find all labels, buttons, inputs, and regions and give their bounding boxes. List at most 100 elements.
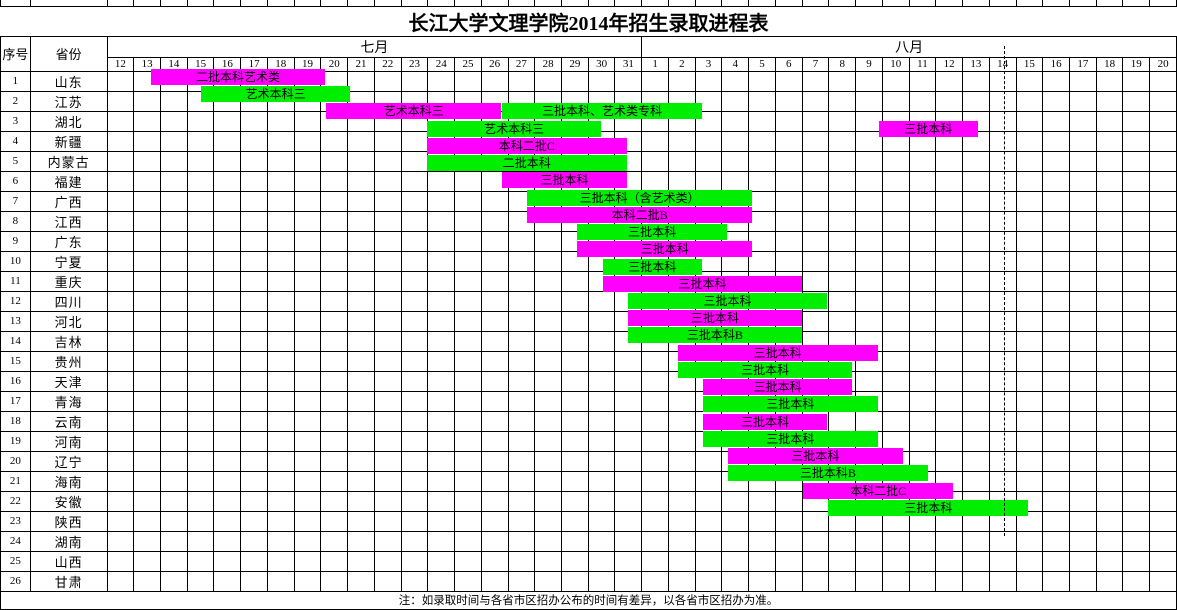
gantt-cell[interactable] (454, 570, 482, 592)
gantt-cell[interactable] (240, 330, 268, 352)
gantt-cell[interactable] (507, 430, 536, 452)
gantt-cell[interactable] (427, 290, 456, 312)
gantt-cell[interactable] (855, 450, 883, 472)
gantt-cell[interactable] (748, 350, 776, 372)
gantt-cell[interactable] (106, 330, 135, 352)
gantt-cell[interactable] (694, 190, 723, 212)
gantt-cell[interactable] (1015, 570, 1044, 592)
gantt-cell[interactable] (186, 310, 215, 332)
gantt-cell[interactable] (293, 130, 322, 152)
gantt-cell[interactable] (454, 90, 482, 112)
gantt-cell[interactable] (186, 90, 215, 112)
gantt-cell[interactable] (293, 410, 322, 432)
gantt-cell[interactable] (186, 370, 215, 392)
gantt-cell[interactable] (1122, 390, 1151, 412)
gantt-cell[interactable] (962, 230, 990, 252)
gantt-cell[interactable] (881, 230, 910, 252)
gantt-cell[interactable] (748, 270, 776, 292)
gantt-cell[interactable] (213, 110, 242, 132)
gantt-cell[interactable] (855, 570, 883, 592)
gantt-cell[interactable] (347, 90, 375, 112)
gantt-cell[interactable] (1095, 490, 1124, 512)
gantt-cell[interactable] (561, 270, 589, 292)
gantt-cell[interactable] (186, 170, 215, 192)
gantt-cell[interactable] (774, 510, 803, 532)
gantt-cell[interactable] (507, 110, 536, 132)
gantt-cell[interactable] (186, 250, 215, 272)
gantt-cell[interactable] (133, 410, 161, 432)
gantt-cell[interactable] (240, 90, 268, 112)
gantt-cell[interactable] (935, 370, 964, 392)
gantt-cell[interactable] (347, 170, 375, 192)
gantt-cell[interactable] (855, 390, 883, 412)
gantt-cell[interactable] (1122, 150, 1151, 172)
gantt-cell[interactable] (988, 270, 1017, 292)
gantt-cell[interactable] (160, 310, 188, 332)
gantt-cell[interactable] (935, 510, 964, 532)
gantt-cell[interactable] (534, 210, 563, 232)
gantt-cell[interactable] (667, 210, 696, 232)
gantt-cell[interactable] (1122, 450, 1151, 472)
gantt-cell[interactable] (1068, 510, 1097, 532)
gantt-cell[interactable] (133, 370, 161, 392)
gantt-cell[interactable] (855, 530, 883, 552)
gantt-cell[interactable] (373, 150, 402, 172)
gantt-cell[interactable] (988, 390, 1017, 412)
gantt-cell[interactable] (667, 70, 696, 92)
gantt-cell[interactable] (213, 390, 242, 412)
gantt-cell[interactable] (240, 530, 268, 552)
gantt-cell[interactable] (1042, 150, 1070, 172)
gantt-cell[interactable] (721, 430, 750, 452)
gantt-cell[interactable] (1122, 510, 1151, 532)
gantt-cell[interactable] (1095, 330, 1124, 352)
gantt-cell[interactable] (881, 90, 910, 112)
gantt-cell[interactable] (1068, 470, 1097, 492)
gantt-cell[interactable] (320, 190, 349, 212)
gantt-cell[interactable] (667, 350, 696, 372)
gantt-cell[interactable] (213, 550, 242, 572)
gantt-cell[interactable] (1042, 370, 1070, 392)
gantt-cell[interactable] (1042, 510, 1070, 532)
gantt-cell[interactable] (641, 210, 669, 232)
gantt-cell[interactable] (748, 90, 776, 112)
gantt-cell[interactable] (908, 370, 937, 392)
gantt-cell[interactable] (801, 370, 830, 392)
gantt-cell[interactable] (373, 510, 402, 532)
gantt-cell[interactable] (266, 330, 295, 352)
gantt-cell[interactable] (373, 390, 402, 412)
gantt-cell[interactable] (373, 110, 402, 132)
gantt-cell[interactable] (748, 250, 776, 272)
gantt-cell[interactable] (266, 150, 295, 172)
gantt-cell[interactable] (721, 210, 750, 232)
gantt-cell[interactable] (667, 390, 696, 412)
gantt-cell[interactable] (614, 390, 643, 412)
gantt-cell[interactable] (962, 110, 990, 132)
gantt-cell[interactable] (587, 550, 616, 572)
gantt-cell[interactable] (213, 530, 242, 552)
gantt-cell[interactable] (1149, 270, 1177, 292)
gantt-cell[interactable] (801, 110, 830, 132)
gantt-cell[interactable] (748, 510, 776, 532)
gantt-cell[interactable] (507, 90, 536, 112)
gantt-cell[interactable] (454, 170, 482, 192)
gantt-cell[interactable] (400, 150, 429, 172)
gantt-cell[interactable] (721, 250, 750, 272)
gantt-cell[interactable] (614, 210, 643, 232)
gantt-cell[interactable] (373, 430, 402, 452)
gantt-cell[interactable] (641, 130, 669, 152)
gantt-cell[interactable] (881, 150, 910, 172)
gantt-cell[interactable] (266, 510, 295, 532)
gantt-cell[interactable] (480, 410, 509, 432)
gantt-cell[interactable] (427, 190, 456, 212)
gantt-cell[interactable] (400, 470, 429, 492)
gantt-cell[interactable] (694, 70, 723, 92)
gantt-cell[interactable] (347, 250, 375, 272)
gantt-cell[interactable] (1068, 290, 1097, 312)
gantt-cell[interactable] (293, 310, 322, 332)
gantt-cell[interactable] (561, 150, 589, 172)
gantt-cell[interactable] (373, 490, 402, 512)
gantt-cell[interactable] (641, 250, 669, 272)
gantt-cell[interactable] (373, 350, 402, 372)
gantt-cell[interactable] (587, 90, 616, 112)
gantt-cell[interactable] (400, 110, 429, 132)
